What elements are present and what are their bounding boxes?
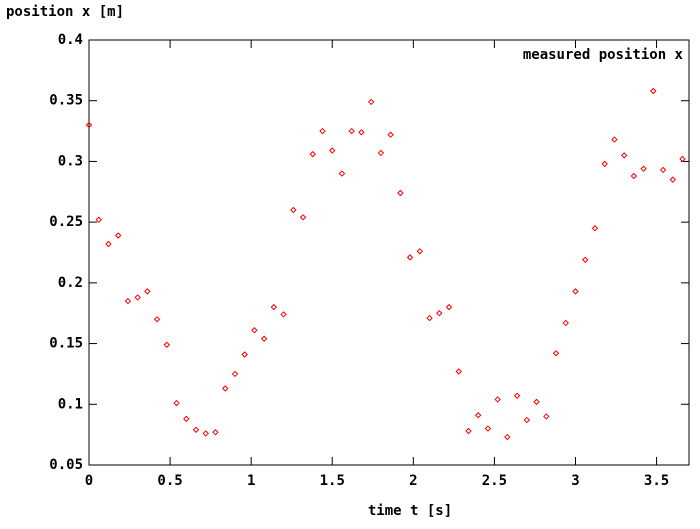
data-point [144,288,151,295]
data-point [348,127,355,135]
data-point [611,136,618,143]
data-point [416,248,424,255]
y-tick-label: 0.15 [49,336,83,352]
data-point [484,425,492,432]
data-point [669,176,676,183]
data-point [426,314,433,322]
y-axis-title: position x [m] [6,4,124,20]
data-point [192,426,200,433]
data-point [620,152,628,159]
x-axis-title: time t [s] [368,503,452,519]
y-tick-label: 0.05 [49,457,83,473]
x-tick-label: 0 [85,473,93,489]
data-point [183,415,190,423]
data-point [251,327,258,334]
plot-frame [88,39,690,466]
data-point [367,98,375,106]
data-point [290,206,297,214]
x-tick-label: 2 [409,473,417,489]
data-point [387,131,394,138]
data-point [134,294,141,301]
data-point [533,398,540,406]
data-point [163,341,171,348]
data-point [280,311,287,318]
y-tick-label: 0.2 [58,275,83,291]
data-point [358,129,365,136]
y-tick-label: 0.3 [58,153,83,169]
data-point [582,256,589,263]
legend-label: measured position x [523,47,684,63]
data-point [640,165,647,172]
data-point [494,396,501,403]
x-tick-label: 3.5 [644,473,669,489]
data-point [397,189,404,197]
y-tick-label: 0.1 [58,396,83,412]
data-point [212,429,219,436]
data-point [202,430,209,437]
data-point [270,303,278,311]
data-point [436,310,443,317]
data-point [504,433,511,441]
data-point [329,147,336,154]
data-point [523,416,531,424]
data-point [260,335,268,342]
data-point [377,149,385,157]
data-point [562,319,569,327]
data-point [591,225,599,232]
data-point [299,214,307,221]
data-point [153,316,161,323]
data-point [241,351,248,358]
data-point [465,427,472,435]
data-point [474,412,482,419]
data-point [338,170,346,177]
x-tick-label: 1.5 [320,473,345,489]
data-point [543,413,550,420]
data-point [95,216,102,223]
data-point [124,297,132,305]
data-point [309,150,316,158]
data-point [679,155,686,163]
x-tick-label: 2.5 [482,473,507,489]
data-point [173,399,180,407]
data-point [455,368,462,375]
y-tick-label: 0.25 [49,214,83,230]
data-point [572,288,579,295]
data-point [601,160,608,168]
data-point [105,240,112,248]
x-tick-label: 3 [571,473,579,489]
y-tick-label: 0.35 [49,93,83,109]
data-point [659,166,667,174]
data-point [222,385,229,392]
x-tick-label: 1 [247,473,255,489]
y-tick-label: 0.4 [58,32,83,48]
data-point [85,121,93,129]
data-point [630,172,638,180]
data-point [319,127,326,135]
data-point [513,392,521,399]
data-point [114,232,122,239]
data-point [231,370,239,378]
data-point [406,254,414,261]
data-point [650,87,657,95]
x-tick-label: 0.5 [157,473,182,489]
data-point [445,303,453,311]
data-point [552,350,560,357]
